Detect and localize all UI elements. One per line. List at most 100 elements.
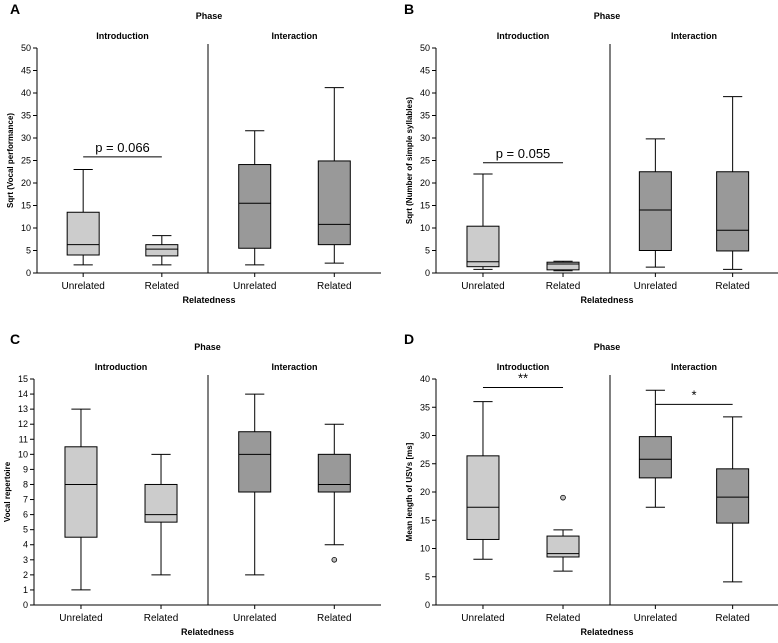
x-tick-label: Related [317, 613, 351, 624]
y-tick-label: 35 [21, 111, 31, 121]
iqr-box [466, 225, 500, 268]
significance-label: ** [518, 370, 528, 385]
y-tick-label: 40 [420, 374, 430, 384]
facet-title: Interaction [271, 31, 317, 41]
super-title: Phase [196, 11, 223, 21]
x-axis-label: Relatedness [182, 295, 235, 305]
y-tick-label: 12 [18, 419, 28, 429]
y-axis-label: Vocal repertoire [3, 461, 12, 522]
y-tick-label: 50 [420, 43, 430, 53]
y-tick-label: 45 [21, 66, 31, 76]
y-tick-label: 0 [425, 600, 430, 610]
box-unrelated [466, 401, 500, 560]
y-tick-label: 40 [21, 88, 31, 98]
x-axis-label: Relatedness [181, 627, 234, 637]
y-tick-label: 2 [23, 570, 28, 580]
x-tick-label: Related [546, 281, 580, 292]
x-axis-label: Relatedness [580, 627, 633, 637]
panel-letter: D [404, 331, 414, 347]
y-tick-label: 5 [425, 572, 430, 582]
y-tick-label: 10 [420, 544, 430, 554]
x-tick-label: Unrelated [59, 613, 102, 624]
iqr-box [66, 211, 100, 256]
iqr-box [317, 453, 351, 493]
x-tick-label: Related [144, 613, 178, 624]
y-tick-label: 6 [23, 510, 28, 520]
box-unrelated [238, 393, 272, 576]
y-tick-label: 30 [420, 431, 430, 441]
y-tick-label: 40 [420, 88, 430, 98]
y-tick-label: 5 [425, 246, 430, 256]
y-tick-label: 45 [420, 66, 430, 76]
iqr-box [238, 164, 272, 249]
y-tick-label: 5 [26, 246, 31, 256]
x-tick-label: Related [546, 613, 580, 624]
y-tick-label: 25 [21, 156, 31, 166]
significance-label: p = 0.055 [496, 146, 551, 161]
y-tick-label: 20 [21, 178, 31, 188]
y-tick-label: 1 [23, 585, 28, 595]
outlier-point [331, 556, 338, 563]
y-axis-label: Sqrt (Vocal performance) [6, 113, 15, 208]
x-tick-label: Related [317, 281, 351, 292]
y-tick-label: 3 [23, 555, 28, 565]
x-axis-label: Relatedness [580, 295, 633, 305]
chart-a: A Phase 0 5 10 15 20 25 30 35 40 45 50 Sqrt (Vocal pe… [6, 1, 381, 305]
y-tick-label: 35 [420, 402, 430, 412]
y-tick-label: 0 [26, 268, 31, 278]
box-unrelated [466, 173, 500, 270]
y-tick-label: 15 [21, 201, 31, 211]
box-related [145, 235, 179, 266]
y-tick-label: 0 [23, 600, 28, 610]
facet-title: Interaction [671, 31, 717, 41]
y-tick-label: 30 [420, 133, 430, 143]
facet-title: Interaction [671, 362, 717, 372]
x-tick-label: Related [715, 281, 749, 292]
facet-title: Introduction [95, 362, 148, 372]
y-tick-label: 5 [23, 525, 28, 535]
iqr-box [466, 455, 500, 540]
x-tick-label: Related [145, 281, 179, 292]
x-tick-label: Unrelated [634, 613, 677, 624]
y-tick-label: 7 [23, 495, 28, 505]
panel-letter: C [10, 331, 20, 347]
y-tick-label: 11 [19, 434, 28, 444]
iqr-box [317, 160, 351, 246]
iqr-box [145, 244, 179, 257]
x-tick-label: Unrelated [634, 281, 677, 292]
box-related [716, 96, 750, 270]
x-tick-label: Unrelated [461, 613, 504, 624]
facet-title: Introduction [497, 31, 550, 41]
box-related [546, 494, 580, 572]
box-unrelated [66, 169, 100, 266]
y-tick-label: 20 [420, 178, 430, 188]
box-related [716, 416, 750, 583]
x-tick-label: Unrelated [233, 281, 276, 292]
significance-label: p = 0.066 [95, 140, 150, 155]
x-tick-label: Unrelated [233, 613, 276, 624]
panel-letter: B [404, 1, 414, 17]
super-title: Phase [594, 11, 621, 21]
y-tick-label: 10 [18, 449, 28, 459]
super-title: Phase [194, 342, 221, 352]
x-tick-label: Unrelated [461, 281, 504, 292]
y-tick-label: 50 [21, 43, 31, 53]
facet-title: Interaction [271, 362, 317, 372]
y-tick-label: 25 [420, 156, 430, 166]
y-axis-label: Mean length of USVs [ms] [405, 442, 414, 541]
box-unrelated [238, 130, 272, 266]
y-tick-label: 30 [21, 133, 31, 143]
y-tick-label: 10 [420, 223, 430, 233]
iqr-box [638, 436, 672, 479]
box-related [546, 260, 580, 272]
y-tick-label: 25 [420, 459, 430, 469]
y-tick-label: 4 [23, 540, 28, 550]
panel-letter: A [10, 1, 20, 17]
box-related [317, 423, 351, 563]
y-tick-label: 35 [420, 111, 430, 121]
iqr-box [638, 171, 672, 251]
facet-title: Introduction [497, 362, 550, 372]
y-tick-label: 0 [425, 268, 430, 278]
